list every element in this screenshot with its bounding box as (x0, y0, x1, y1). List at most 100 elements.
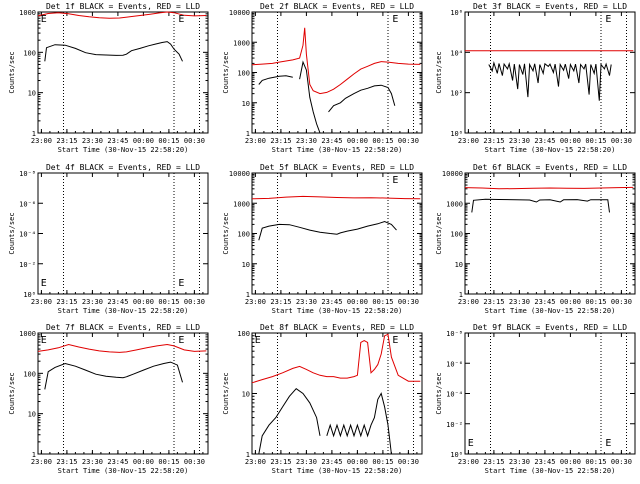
x-axis-label: Start Time (30-Nov-15 22:58:20) (58, 146, 189, 154)
events-series-line (44, 41, 183, 62)
y-tick-label: 100 (450, 231, 463, 239)
x-tick-label: 00:30 (611, 458, 632, 466)
y-axis-label: Counts/sec (8, 372, 16, 414)
x-tick-label: 23:00 (458, 137, 479, 145)
x-tick-label: 00:30 (184, 137, 205, 145)
x-tick-label: 23:00 (458, 298, 479, 306)
lld-series-line (251, 27, 421, 95)
events-series-line (328, 84, 396, 113)
x-tick-label: 00:15 (372, 458, 393, 466)
y-tick-label: 1000 (233, 39, 250, 47)
y-tick-label: 10⁻⁴ (19, 231, 36, 239)
e-marker-label: E (392, 175, 398, 186)
panel-title: Det 5f BLACK = Events, RED = LLD (260, 163, 414, 172)
y-tick-label: 10 (242, 391, 250, 399)
y-tick-label: 10⁴ (450, 49, 463, 57)
y-tick-label: 1000 (19, 330, 36, 338)
y-tick-label: 100 (23, 370, 36, 378)
e-marker-label: E (605, 14, 611, 25)
x-tick-label: 23:15 (270, 137, 291, 145)
x-tick-label: 23:00 (245, 458, 266, 466)
y-tick-label: 10⁰ (450, 130, 463, 138)
y-tick-label: 10⁻⁶ (446, 360, 463, 368)
x-tick-label: 23:45 (321, 137, 342, 145)
events-series-line (326, 392, 392, 455)
y-axis-label: Counts/sec (222, 51, 230, 93)
e-marker-label: E (178, 278, 184, 289)
events-series-line (471, 198, 610, 213)
events-series-line (258, 220, 397, 241)
events-series-line (44, 361, 183, 390)
y-tick-label: 10 (28, 90, 36, 98)
e-marker-label: E (41, 335, 47, 346)
x-tick-label: 00:30 (184, 298, 205, 306)
x-tick-label: 00:00 (560, 458, 581, 466)
x-tick-label: 23:30 (296, 458, 317, 466)
panel-title: Det 9f BLACK = Events, RED = LLD (473, 323, 627, 332)
plot-frame (464, 11, 636, 134)
x-tick-label: 00:15 (158, 137, 179, 145)
x-tick-label: 23:45 (534, 298, 555, 306)
x-axis-label: Start Time (30-Nov-15 22:58:20) (485, 146, 616, 154)
y-axis-label: Counts/sec (435, 51, 443, 93)
x-tick-label: 23:15 (56, 458, 77, 466)
x-tick-label: 00:15 (372, 298, 393, 306)
x-tick-label: 00:30 (398, 298, 419, 306)
y-tick-label: 10 (455, 261, 463, 269)
panel-title: Det 2f BLACK = Events, RED = LLD (260, 2, 414, 11)
x-axis-label: Start Time (30-Nov-15 22:58:20) (58, 467, 189, 475)
y-tick-label: 1000 (233, 200, 250, 208)
x-tick-label: 23:00 (31, 298, 52, 306)
plot-frame (37, 11, 209, 134)
x-tick-label: 00:15 (372, 137, 393, 145)
x-tick-label: 00:30 (611, 137, 632, 145)
x-tick-label: 23:15 (483, 137, 504, 145)
y-tick-label: 10000 (442, 170, 463, 178)
panel-title: Det 3f BLACK = Events, RED = LLD (473, 2, 627, 11)
y-tick-label: 10⁻² (446, 421, 463, 429)
e-marker-label: E (178, 335, 184, 346)
x-tick-label: 23:30 (82, 137, 103, 145)
e-marker-label: E (468, 438, 474, 449)
y-tick-label: 100 (23, 49, 36, 57)
x-tick-label: 23:45 (321, 458, 342, 466)
x-tick-label: 23:15 (483, 298, 504, 306)
x-tick-label: 00:30 (398, 458, 419, 466)
x-tick-label: 23:45 (107, 458, 128, 466)
y-tick-label: 1 (32, 130, 36, 138)
x-tick-label: 23:30 (296, 137, 317, 145)
x-tick-label: 23:15 (56, 137, 77, 145)
x-axis-label: Start Time (30-Nov-15 22:58:20) (272, 307, 403, 315)
x-tick-label: 00:15 (585, 298, 606, 306)
y-tick-label: 10000 (229, 170, 250, 178)
y-axis-label: Counts/sec (435, 372, 443, 414)
x-tick-label: 23:00 (245, 298, 266, 306)
x-tick-label: 23:30 (509, 298, 530, 306)
e-marker-label: E (255, 335, 261, 346)
x-tick-label: 00:30 (611, 298, 632, 306)
x-tick-label: 23:15 (56, 298, 77, 306)
y-tick-label: 100 (237, 70, 250, 78)
x-tick-label: 23:45 (534, 137, 555, 145)
y-tick-label: 100 (237, 330, 250, 338)
x-tick-label: 23:45 (321, 298, 342, 306)
x-tick-label: 23:30 (509, 458, 530, 466)
e-marker-label: E (605, 438, 611, 449)
e-marker-label: E (178, 14, 184, 25)
y-tick-label: 10000 (229, 9, 250, 17)
e-marker-label: E (41, 278, 47, 289)
x-tick-label: 00:00 (560, 137, 581, 145)
y-tick-label: 10⁰ (450, 451, 463, 459)
x-tick-label: 00:00 (347, 137, 368, 145)
x-tick-label: 23:45 (107, 137, 128, 145)
y-tick-label: 1000 (446, 200, 463, 208)
e-marker-label: E (41, 14, 47, 25)
lld-series-line (37, 343, 207, 353)
panel-title: Det 1f BLACK = Events, RED = LLD (46, 2, 200, 11)
y-tick-label: 1 (32, 451, 36, 459)
y-tick-label: 1000 (19, 9, 36, 17)
y-tick-label: 10⁶ (450, 9, 463, 17)
panel-title: Det 4f BLACK = Events, RED = LLD (46, 163, 200, 172)
y-tick-label: 10 (242, 261, 250, 269)
